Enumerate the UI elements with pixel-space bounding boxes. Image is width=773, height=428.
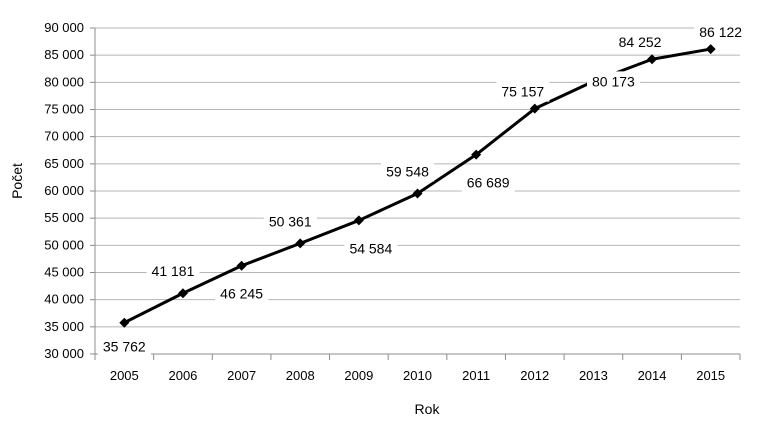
y-tick-label: 55 000 xyxy=(44,210,84,225)
axes xyxy=(90,27,741,360)
x-tick-label: 2014 xyxy=(638,368,667,383)
x-tick-label: 2015 xyxy=(696,368,725,383)
y-tick-label: 40 000 xyxy=(44,292,84,307)
data-label-background xyxy=(215,283,269,304)
data-label-background xyxy=(146,261,200,282)
data-point-marker xyxy=(471,149,482,160)
data-labels: 35 762 41 181 46 245 50 361 54 584 59 548 66 6… xyxy=(97,22,748,357)
x-axis-tick-labels: 2005 2006 2007 2008 2009 2010 2011 2012 2013 2014… xyxy=(110,368,725,383)
data-label: 50 361 xyxy=(269,213,312,229)
data-point-marker xyxy=(295,238,306,249)
x-tick-label: 2008 xyxy=(286,368,315,383)
data-label: 46 245 xyxy=(220,286,263,302)
y-tick-label: 90 000 xyxy=(44,20,84,35)
y-tick-label: 85 000 xyxy=(44,47,84,62)
data-label: 41 181 xyxy=(152,263,195,279)
data-label: 59 548 xyxy=(386,163,429,179)
x-tick-label: 2007 xyxy=(227,368,256,383)
data-point-marker xyxy=(647,54,658,65)
data-point-marker xyxy=(412,188,423,199)
y-tick-label: 30 000 xyxy=(44,346,84,361)
data-label-background xyxy=(344,238,398,259)
x-tick-label: 2010 xyxy=(403,368,432,383)
data-label: 66 689 xyxy=(467,175,510,191)
y-tick-label: 70 000 xyxy=(44,129,84,144)
y-tick-label: 35 000 xyxy=(44,319,84,334)
y-axis-tick-labels: 30 000 35 000 40 000 45 000 50 000 55 000 60 0… xyxy=(44,20,84,361)
y-tick-label: 65 000 xyxy=(44,156,84,171)
data-label-background xyxy=(381,161,435,182)
y-tick-label: 75 000 xyxy=(44,102,84,117)
data-label: 35 762 xyxy=(103,339,146,355)
y-axis-title: Počet xyxy=(9,163,25,199)
x-tick-label: 2011 xyxy=(462,368,490,383)
data-label-background xyxy=(263,211,317,232)
x-tick-label: 2012 xyxy=(520,368,549,383)
y-tick-label: 45 000 xyxy=(44,265,84,280)
data-point-marker xyxy=(119,317,130,328)
data-label: 80 173 xyxy=(592,73,635,89)
x-tick-label: 2013 xyxy=(579,368,608,383)
x-tick-label: 2006 xyxy=(168,368,197,383)
x-tick-label: 2009 xyxy=(344,368,373,383)
x-tick-label: 2005 xyxy=(110,368,139,383)
data-label: 54 584 xyxy=(349,240,392,256)
data-point-marker xyxy=(177,288,188,299)
data-label: 84 252 xyxy=(619,34,662,50)
y-tick-label: 50 000 xyxy=(44,237,84,252)
data-label-background xyxy=(586,71,641,92)
data-point-marker xyxy=(529,103,540,114)
data-label: 86 122 xyxy=(699,24,742,40)
data-label-background xyxy=(97,336,151,357)
y-tick-label: 80 000 xyxy=(44,74,84,89)
data-label-background xyxy=(461,172,515,193)
x-axis-title: Rok xyxy=(415,401,441,417)
y-tick-label: 60 000 xyxy=(44,183,84,198)
data-point-marker xyxy=(236,260,247,271)
data-label-background xyxy=(694,22,748,43)
data-label-background xyxy=(496,81,550,102)
data-label: 75 157 xyxy=(501,84,544,100)
data-point-marker xyxy=(353,215,364,226)
data-point-marker xyxy=(705,44,716,55)
data-label-background xyxy=(613,32,667,53)
